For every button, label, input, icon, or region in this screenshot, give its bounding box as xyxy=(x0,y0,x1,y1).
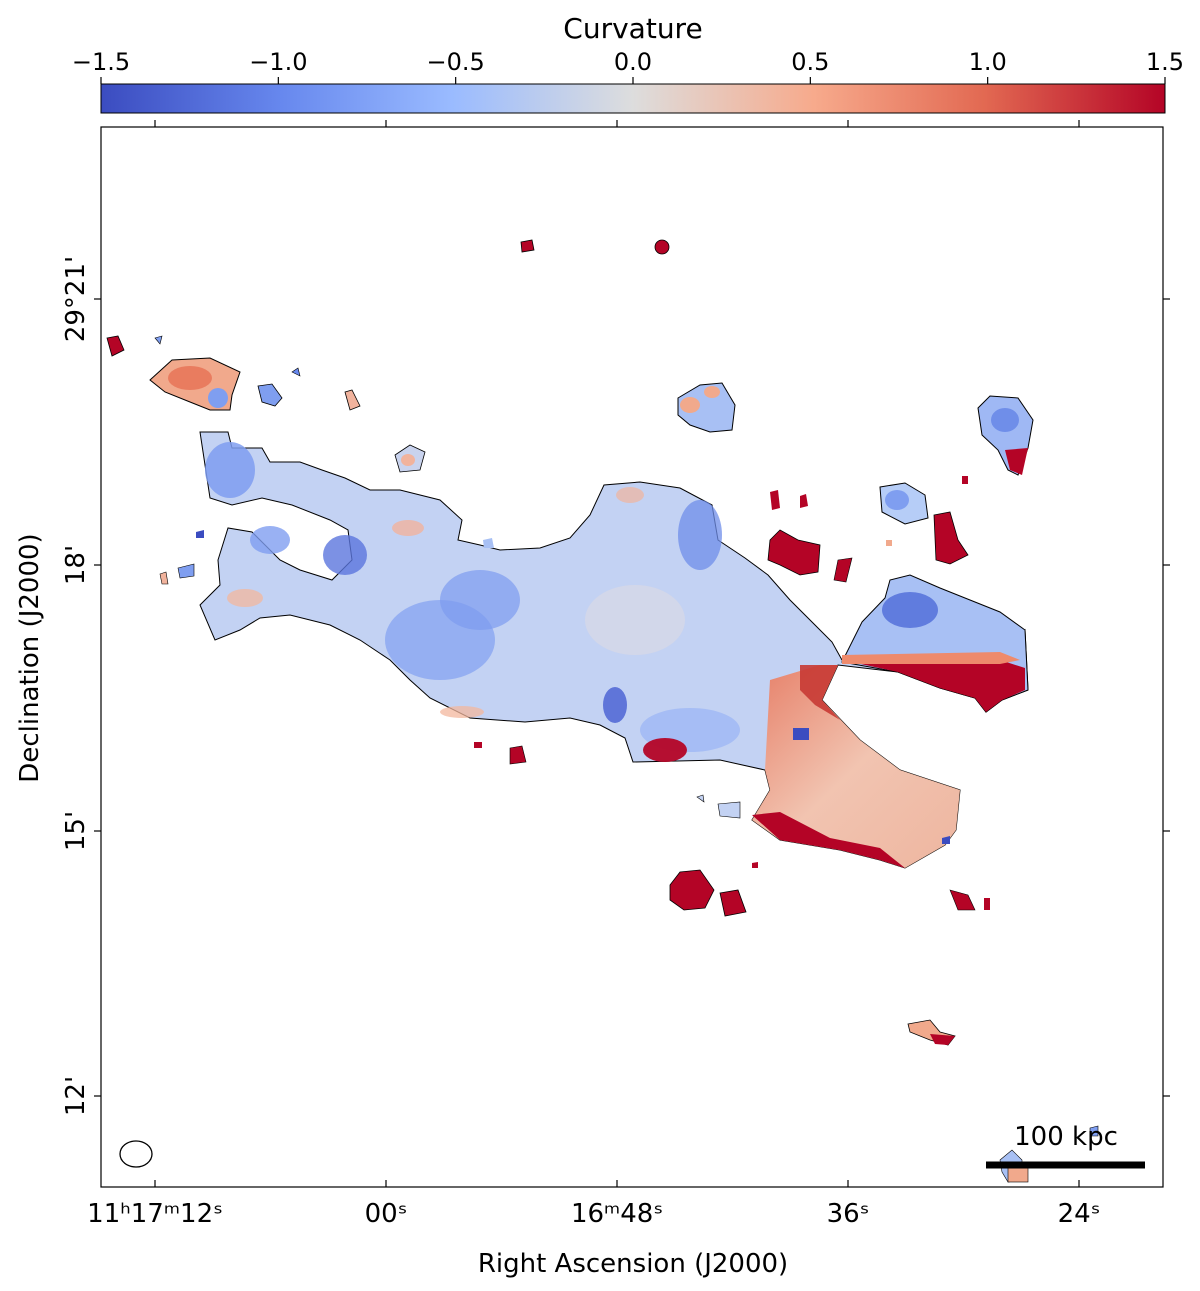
isolated-source xyxy=(717,801,741,819)
emission-patch xyxy=(793,728,809,740)
emission-patch xyxy=(168,366,212,390)
isolated-source xyxy=(933,511,969,565)
emission-patch xyxy=(227,589,263,607)
isolated-source xyxy=(800,494,808,508)
tail-emission xyxy=(752,665,960,868)
colorbar-tick-label: 1.0 xyxy=(969,48,1007,76)
isolated-source xyxy=(154,335,163,345)
emission-patch xyxy=(401,454,415,466)
colorbar-tick-label: −0.5 xyxy=(427,48,485,76)
emission-patch xyxy=(250,526,290,554)
colorbar-tick-label: 1.5 xyxy=(1146,48,1184,76)
isolated-source xyxy=(159,571,169,585)
colorbar-tick-label: −1.0 xyxy=(249,48,307,76)
emission-patch xyxy=(323,535,367,575)
emission-patch xyxy=(882,592,938,628)
y-axis-ticks: 29°21' 18' 15' 12' xyxy=(61,256,1170,1116)
isolated-source xyxy=(719,889,747,917)
isolated-source xyxy=(767,529,821,576)
emission-patch xyxy=(585,585,685,655)
isolated-source xyxy=(177,563,195,579)
x-tick-label: 36ˢ xyxy=(827,1199,870,1229)
isolated-source xyxy=(509,745,527,765)
colorbar: Curvature −1.5 −1.0 −0.5 0.0 0.5 1.0 1.5 xyxy=(72,12,1184,114)
isolated-source xyxy=(949,889,976,911)
y-tick-label: 12' xyxy=(61,1076,91,1116)
colorbar-label: Curvature xyxy=(563,12,702,45)
isolated-source xyxy=(520,239,535,253)
isolated-source xyxy=(962,476,968,484)
isolated-source xyxy=(942,836,950,844)
isolated-source xyxy=(344,389,361,411)
x-axis-label: Right Ascension (J2000) xyxy=(478,1249,788,1279)
emission-patch xyxy=(603,687,627,723)
emission-patch xyxy=(678,500,722,570)
isolated-source xyxy=(984,898,990,910)
emission-patch xyxy=(643,738,687,762)
y-tick-label: 18' xyxy=(61,545,91,585)
isolated-source xyxy=(291,367,301,377)
x-axis-ticks: 11ʰ17ᵐ12ˢ 00ˢ 16ᵐ48ˢ 36ˢ 24ˢ xyxy=(87,120,1100,1229)
isolated-source xyxy=(770,490,780,510)
tail-edge-red xyxy=(800,665,840,720)
y-tick-label: 29°21' xyxy=(61,256,91,342)
scale-bar-label: 100 kpc xyxy=(1014,1122,1118,1152)
x-tick-label: 11ʰ17ᵐ12ˢ xyxy=(87,1199,223,1229)
emission-patch xyxy=(208,388,228,408)
emission-patch xyxy=(440,706,484,718)
isolated-source xyxy=(654,239,670,255)
isolated-source xyxy=(1007,1167,1029,1183)
isolated-source xyxy=(257,383,283,407)
east-arm-red-edge xyxy=(842,660,1025,712)
colorbar-ticks: −1.5 −1.0 −0.5 0.0 0.5 1.0 1.5 xyxy=(72,48,1184,84)
emission-patch xyxy=(704,386,720,398)
isolated-source xyxy=(833,557,853,583)
isolated-source xyxy=(886,540,892,546)
scale-bar: 100 kpc xyxy=(986,1122,1145,1169)
emission-patch xyxy=(680,397,700,413)
isolated-source xyxy=(483,538,494,548)
isolated-source xyxy=(106,335,125,357)
colorbar-tick-label: 0.5 xyxy=(791,48,829,76)
plot-area: 100 kpc 11ʰ17ᵐ12ˢ 00ˢ 16ᵐ48ˢ 36ˢ 24ˢ 29°21'1… xyxy=(61,120,1170,1229)
tail-edge-red xyxy=(752,812,905,868)
isolated-source xyxy=(677,382,736,433)
emission-patch xyxy=(930,1034,955,1045)
y-axis-label: Declination (J2000) xyxy=(15,533,45,782)
x-tick-label: 00ˢ xyxy=(365,1199,408,1229)
y-tick-label: 15' xyxy=(61,811,91,851)
emission-patch xyxy=(1005,448,1028,475)
x-tick-label: 16ᵐ48ˢ xyxy=(571,1199,663,1229)
isolated-source xyxy=(669,869,715,911)
emission-patch xyxy=(991,408,1019,432)
isolated-source xyxy=(696,794,705,803)
curvature-map xyxy=(106,239,1099,1183)
east-arm-salmon xyxy=(842,652,1020,664)
beam-ellipse xyxy=(119,1140,153,1168)
emission-patch xyxy=(616,487,644,503)
colorbar-gradient xyxy=(100,83,1166,114)
isolated-source xyxy=(474,742,482,748)
isolated-source xyxy=(196,530,204,538)
x-tick-label: 24ˢ xyxy=(1058,1199,1101,1229)
colorbar-tick-label: −1.5 xyxy=(72,48,130,76)
emission-patch xyxy=(885,490,909,510)
isolated-source xyxy=(752,862,758,868)
isolated-source xyxy=(1089,1125,1099,1137)
colorbar-tick-label: 0.0 xyxy=(614,48,652,76)
emission-patch xyxy=(392,520,424,536)
emission-patch xyxy=(205,442,255,498)
emission-patch xyxy=(440,570,520,630)
